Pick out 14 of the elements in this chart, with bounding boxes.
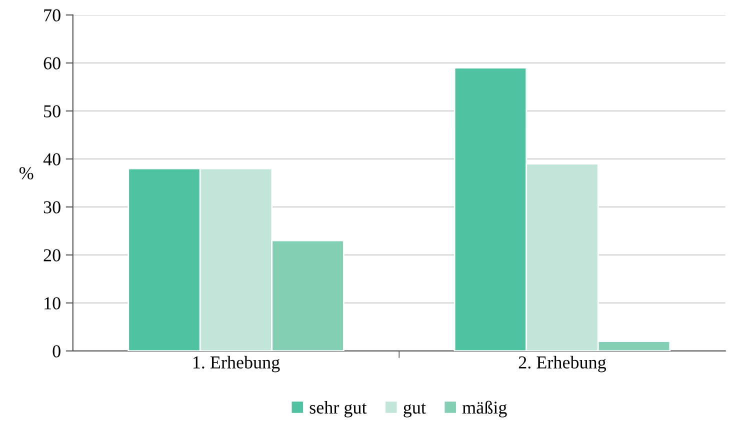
y-tick-label: 20	[44, 249, 60, 262]
x-tick-label: 2. Erhebung	[518, 356, 606, 372]
legend-label: gut	[404, 403, 426, 418]
y-tick-label: 50	[44, 105, 60, 118]
y-tick-label: 60	[44, 57, 60, 70]
y-tick-label: 0	[52, 345, 60, 358]
y-axis-title: %	[19, 167, 34, 180]
y-tick-label: 40	[43, 153, 60, 166]
x-tick-label: 1. Erhebung	[193, 356, 280, 372]
legend-label: mäßig	[462, 400, 507, 418]
y-tick-label: 70	[44, 9, 60, 22]
y-tick-label: 30	[44, 201, 60, 214]
y-tick-label: 10	[44, 297, 60, 310]
legend-label: sehr gut	[310, 400, 367, 418]
